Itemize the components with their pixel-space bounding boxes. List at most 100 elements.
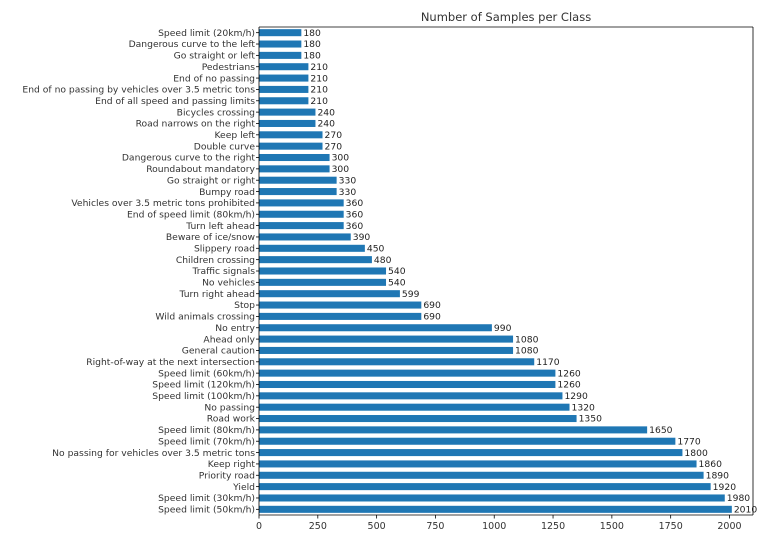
data-label: 1920: [713, 482, 737, 493]
data-label: 1650: [649, 425, 673, 436]
data-label: 1170: [536, 357, 560, 368]
category-label: Priority road: [199, 470, 255, 481]
data-label: 1800: [684, 448, 708, 459]
data-label: 270: [325, 141, 343, 152]
category-label: Speed limit (70km/h): [158, 436, 255, 447]
category-label: Speed limit (60km/h): [158, 368, 255, 379]
bar: [259, 63, 309, 71]
data-label: 690: [423, 312, 441, 323]
bar: [259, 449, 683, 457]
data-label: 690: [423, 300, 441, 311]
data-label: 480: [374, 255, 392, 266]
category-label: Keep left: [214, 130, 255, 141]
bar: [259, 471, 704, 479]
data-label: 180: [303, 28, 321, 39]
bar: [259, 256, 372, 264]
category-label: Speed limit (100km/h): [152, 391, 255, 402]
data-label: 1260: [557, 368, 581, 379]
category-label: No entry: [215, 323, 255, 334]
data-label: 330: [339, 187, 357, 198]
data-label: 1890: [706, 470, 730, 481]
category-label: Slippery road: [194, 244, 255, 255]
category-label: Turn right ahead: [179, 289, 255, 300]
bar: [259, 324, 492, 332]
category-label: Bicycles crossing: [177, 107, 255, 118]
data-label: 1080: [515, 334, 539, 345]
data-label: 540: [388, 278, 406, 289]
category-label: End of no passing by vehicles over 3.5 m…: [22, 85, 255, 96]
x-tick-label: 0: [256, 521, 262, 532]
bar: [259, 244, 365, 252]
bar: [259, 505, 732, 513]
category-label: Children crossing: [176, 255, 255, 266]
category-label: Speed limit (30km/h): [158, 493, 255, 504]
category-label: Stop: [234, 300, 255, 311]
data-label: 1320: [572, 402, 596, 413]
category-label: End of speed limit (80km/h): [127, 209, 255, 220]
data-label: 1260: [557, 380, 581, 391]
bar: [259, 460, 697, 468]
data-label: 210: [310, 73, 328, 84]
data-label: 390: [353, 232, 371, 243]
data-label: 210: [310, 62, 328, 73]
bar: [259, 415, 577, 423]
bar: [259, 131, 323, 139]
bar: [259, 233, 351, 241]
category-label: Road work: [207, 414, 256, 425]
category-label: Vehicles over 3.5 metric tons prohibited: [71, 198, 255, 209]
category-label: End of all speed and passing limits: [95, 96, 255, 107]
category-label: Go straight or right: [167, 175, 255, 186]
bar: [259, 426, 648, 434]
category-label: No passing for vehicles over 3.5 metric …: [52, 448, 255, 459]
category-label: Beware of ice/snow: [166, 232, 256, 243]
data-label: 1290: [564, 391, 588, 402]
category-label: Dangerous curve to the left: [129, 39, 256, 50]
category-label: Turn left ahead: [185, 221, 255, 232]
bar: [259, 290, 400, 298]
category-label: Traffic signals: [192, 266, 256, 277]
bar: [259, 483, 711, 491]
bar: [259, 40, 302, 48]
bar: [259, 108, 316, 116]
data-label: 300: [332, 153, 350, 164]
data-label: 330: [339, 175, 357, 186]
bar: [259, 369, 556, 377]
bar: [259, 358, 535, 366]
category-label: Roundabout mandatory: [146, 164, 255, 175]
category-label: Speed limit (80km/h): [158, 425, 255, 436]
category-label: Yield: [232, 482, 255, 493]
data-label: 599: [402, 289, 420, 300]
data-label: 1350: [579, 414, 603, 425]
bar: [259, 51, 302, 59]
data-label: 1080: [515, 346, 539, 357]
category-label: Go straight or left: [174, 51, 256, 62]
bar: [259, 392, 563, 400]
bar: [259, 312, 422, 320]
bar: [259, 74, 309, 82]
category-label: General caution: [182, 346, 255, 357]
data-label: 450: [367, 244, 385, 255]
data-label: 360: [346, 221, 364, 232]
bar: [259, 176, 337, 184]
category-label: Wild animals crossing: [155, 312, 255, 323]
category-label: Double curve: [194, 141, 256, 152]
bar: [259, 335, 514, 343]
bar: [259, 153, 330, 162]
data-label: 210: [310, 85, 328, 96]
category-label: Right-of-way at the next intersection: [86, 357, 255, 368]
x-tick-label: 1000: [482, 521, 506, 532]
data-label: 180: [303, 51, 321, 62]
category-label: Bumpy road: [199, 187, 255, 198]
data-label: 1860: [699, 459, 723, 470]
data-label: 2010: [734, 505, 758, 516]
bar: [259, 222, 344, 230]
bar: [259, 119, 316, 127]
bar: [259, 267, 387, 275]
bar: [259, 346, 514, 354]
category-label: No vehicles: [202, 278, 255, 289]
data-label: 240: [317, 119, 335, 130]
category-label: Pedestrians: [202, 62, 256, 73]
data-label: 180: [303, 39, 321, 50]
x-tick-label: 2000: [717, 521, 741, 532]
